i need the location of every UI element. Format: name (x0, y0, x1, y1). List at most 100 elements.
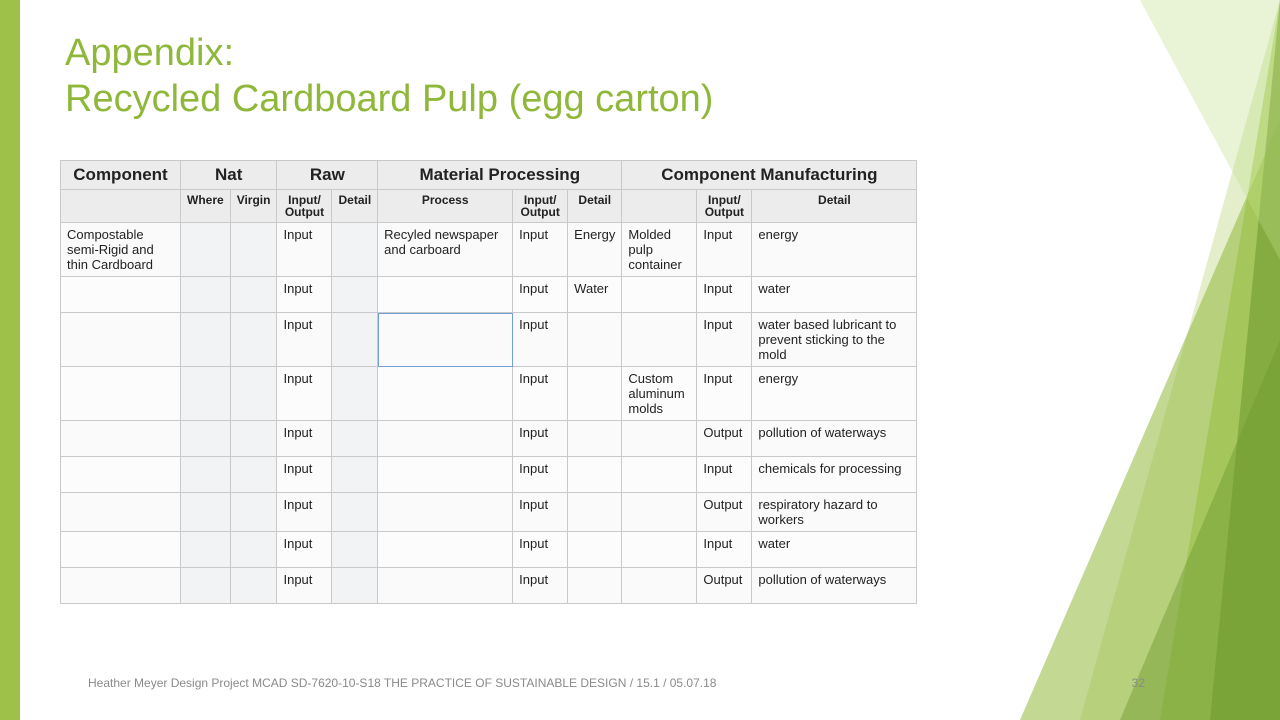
cell-mp_io: Input (513, 313, 568, 367)
cell-cm_detail: respiratory hazard to workers (752, 493, 917, 532)
hdr-virg: Virgin (230, 190, 277, 223)
hdr-cm-io: Input/ Output (697, 190, 752, 223)
data-table: Component Nat Raw Material Processing Co… (60, 160, 917, 604)
decorative-triangles (960, 0, 1280, 720)
table-row: InputInputCustom aluminum moldsInputener… (61, 367, 917, 421)
cell-virg (230, 313, 277, 367)
cell-mp_io: Input (513, 493, 568, 532)
cell-virg (230, 421, 277, 457)
hdr-de: Detail (332, 190, 378, 223)
cell-cm_detail: water (752, 532, 917, 568)
cell-raw_io: Input (277, 367, 332, 421)
table-row: Compostable semi-Rigid and thin Cardboar… (61, 223, 917, 277)
cell-mp_io: Input (513, 532, 568, 568)
cell-cm_name: Custom aluminum molds (622, 367, 697, 421)
cell-where (181, 421, 231, 457)
cell-mp_io: Input (513, 277, 568, 313)
table-row: InputInputInputwater based lubricant to … (61, 313, 917, 367)
table-row: InputInputOutputpollution of waterways (61, 421, 917, 457)
cell-cm_detail: water based lubricant to prevent stickin… (752, 313, 917, 367)
hdr-component: Component (61, 161, 181, 190)
cell-mp_io: Input (513, 457, 568, 493)
cell-de (332, 532, 378, 568)
cell-component (61, 568, 181, 604)
cell-de (332, 493, 378, 532)
cell-cm_detail: pollution of waterways (752, 568, 917, 604)
cell-mp_detail (568, 421, 622, 457)
cell-cm_name (622, 568, 697, 604)
table-row: InputInputWaterInputwater (61, 277, 917, 313)
cell-component (61, 493, 181, 532)
cell-where (181, 532, 231, 568)
footer-text: Heather Meyer Design Project MCAD SD-762… (88, 676, 716, 690)
hdr-nat: Nat (181, 161, 277, 190)
cell-cm_name (622, 493, 697, 532)
cell-cm_name (622, 277, 697, 313)
hdr-cm: Component Manufacturing (622, 161, 917, 190)
cell-process: Recyled newspaper and carboard (378, 223, 513, 277)
title-line-1: Appendix: (65, 32, 234, 74)
cell-raw_io: Input (277, 223, 332, 277)
cell-virg (230, 493, 277, 532)
cell-component (61, 421, 181, 457)
cell-mp_detail (568, 532, 622, 568)
slide: Appendix: Recycled Cardboard Pulp (egg c… (0, 0, 1280, 720)
cell-virg (230, 532, 277, 568)
cell-mp_detail: Water (568, 277, 622, 313)
cell-where (181, 223, 231, 277)
cell-mp_io: Input (513, 367, 568, 421)
cell-component (61, 367, 181, 421)
cell-process (378, 313, 513, 367)
cell-virg (230, 223, 277, 277)
table-row: InputInputInputwater (61, 532, 917, 568)
cell-where (181, 313, 231, 367)
cell-virg (230, 277, 277, 313)
hdr-raw: Raw (277, 161, 378, 190)
cell-cm_detail: pollution of waterways (752, 421, 917, 457)
cell-raw_io: Input (277, 313, 332, 367)
cell-cm_io: Input (697, 532, 752, 568)
title-line-2: Recycled Cardboard Pulp (egg carton) (65, 78, 713, 120)
cell-component (61, 277, 181, 313)
cell-mp_detail (568, 313, 622, 367)
cell-raw_io: Input (277, 568, 332, 604)
cell-mp_detail: Energy (568, 223, 622, 277)
cell-raw_io: Input (277, 532, 332, 568)
cell-raw_io: Input (277, 277, 332, 313)
cell-mp_io: Input (513, 223, 568, 277)
cell-component (61, 532, 181, 568)
cell-cm_io: Input (697, 277, 752, 313)
cell-cm_name (622, 532, 697, 568)
slide-title: Appendix: Recycled Cardboard Pulp (egg c… (65, 30, 713, 123)
left-edge-bar (0, 0, 20, 720)
cell-cm_name: Molded pulp container (622, 223, 697, 277)
page-number: 32 (1132, 676, 1145, 690)
table-row: InputInputInputchemicals for processing (61, 457, 917, 493)
cell-mp_detail (568, 568, 622, 604)
cell-de (332, 277, 378, 313)
cell-process (378, 277, 513, 313)
cell-cm_io: Output (697, 568, 752, 604)
cell-process (378, 421, 513, 457)
cell-cm_io: Input (697, 313, 752, 367)
cell-cm_name (622, 421, 697, 457)
hdr-mp: Material Processing (378, 161, 622, 190)
data-table-wrap: Component Nat Raw Material Processing Co… (60, 160, 917, 604)
cell-cm_io: Output (697, 421, 752, 457)
table-row: InputInputOutputrespiratory hazard to wo… (61, 493, 917, 532)
cell-process (378, 457, 513, 493)
cell-de (332, 367, 378, 421)
cell-virg (230, 457, 277, 493)
cell-cm_detail: chemicals for processing (752, 457, 917, 493)
cell-cm_name (622, 457, 697, 493)
cell-raw_io: Input (277, 493, 332, 532)
cell-where (181, 493, 231, 532)
hdr-raw-io: Input/ Output (277, 190, 332, 223)
cell-raw_io: Input (277, 421, 332, 457)
cell-de (332, 313, 378, 367)
cell-de (332, 457, 378, 493)
cell-cm_detail: energy (752, 223, 917, 277)
table-row: InputInputOutputpollution of waterways (61, 568, 917, 604)
hdr-mp-detail: Detail (568, 190, 622, 223)
hdr-sub-blank (61, 190, 181, 223)
